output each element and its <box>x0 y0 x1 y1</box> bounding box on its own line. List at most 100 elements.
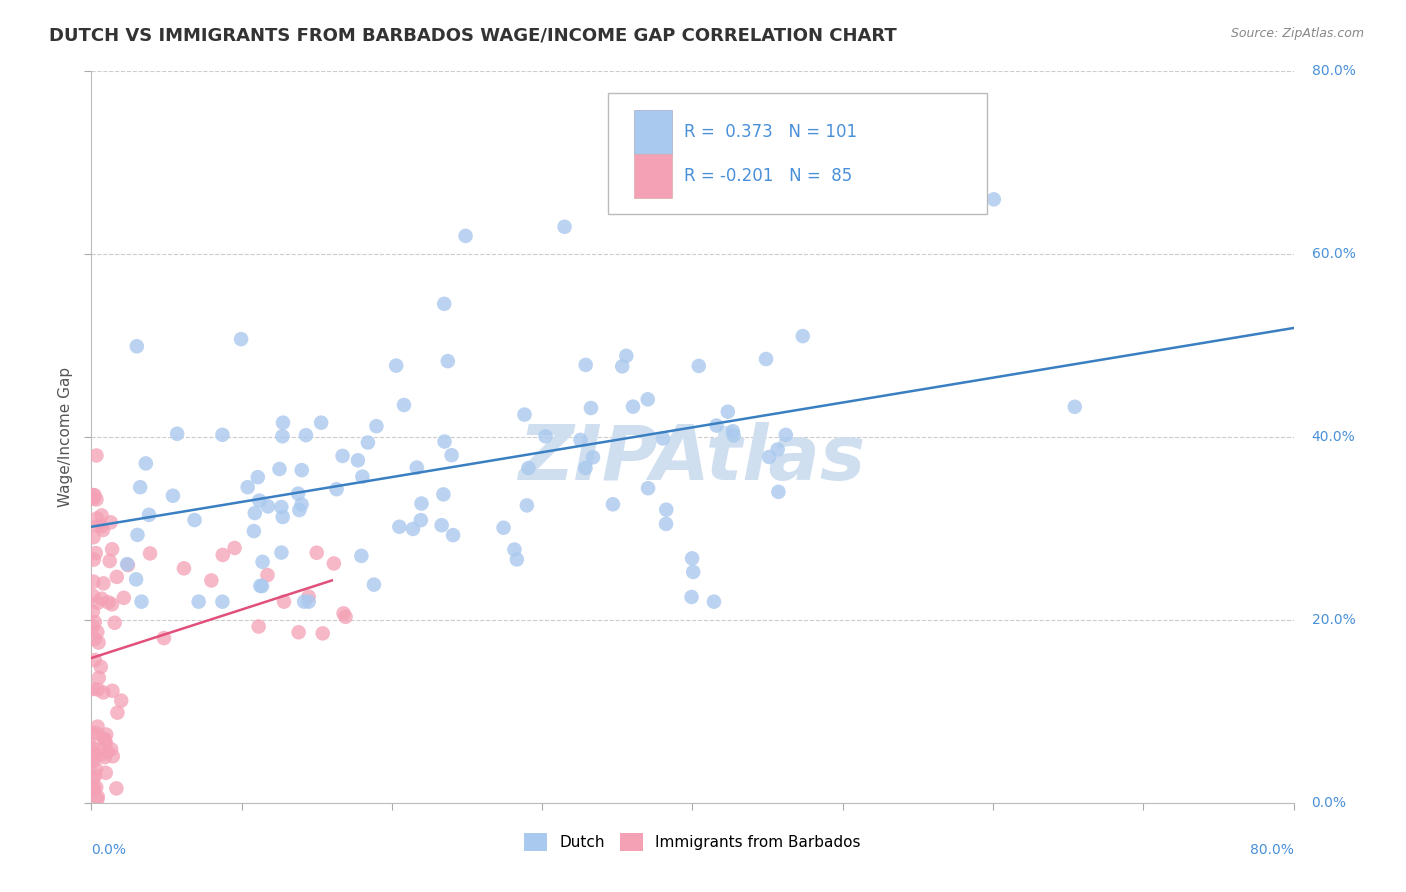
Point <box>271 429 294 443</box>
Point <box>492 521 515 535</box>
Point <box>117 558 139 573</box>
Point <box>554 219 576 234</box>
Point <box>655 502 678 516</box>
Point <box>83 530 105 544</box>
Point <box>173 561 195 575</box>
Point <box>82 754 104 768</box>
Point <box>83 632 105 646</box>
Point <box>409 513 432 527</box>
Point <box>322 557 344 571</box>
Point <box>392 398 415 412</box>
Point <box>363 577 385 591</box>
Point <box>682 565 704 579</box>
Point <box>433 297 456 311</box>
Point <box>243 506 266 520</box>
Point <box>138 508 160 522</box>
Point <box>433 434 456 449</box>
Point <box>775 427 797 442</box>
Point <box>430 518 453 533</box>
Point <box>115 557 138 571</box>
Point <box>257 500 280 514</box>
Point <box>256 568 278 582</box>
Point <box>298 594 321 608</box>
Point <box>295 428 318 442</box>
Point <box>983 192 1005 206</box>
Point <box>569 433 592 447</box>
Point <box>101 598 124 612</box>
Point <box>110 693 132 707</box>
FancyBboxPatch shape <box>634 154 672 197</box>
Text: 0.0%: 0.0% <box>1312 796 1347 810</box>
Point <box>312 626 335 640</box>
Text: 0.0%: 0.0% <box>91 843 127 857</box>
Point <box>97 595 120 609</box>
Point <box>405 460 427 475</box>
Point <box>86 511 108 525</box>
Point <box>441 528 464 542</box>
Point <box>105 570 128 584</box>
Point <box>385 359 408 373</box>
Point <box>90 660 112 674</box>
Point <box>440 448 463 462</box>
Point <box>82 589 104 603</box>
Point <box>82 782 104 797</box>
Point <box>517 461 540 475</box>
Point <box>432 487 454 501</box>
Point <box>291 497 314 511</box>
Point <box>688 359 710 373</box>
Point <box>246 470 269 484</box>
Point <box>96 727 118 741</box>
Point <box>243 524 266 538</box>
Point <box>723 428 745 442</box>
Point <box>94 736 117 750</box>
Point <box>270 500 292 514</box>
Point <box>153 631 176 645</box>
Point <box>717 405 740 419</box>
Text: 40.0%: 40.0% <box>1312 430 1355 444</box>
Point <box>637 481 659 495</box>
FancyBboxPatch shape <box>634 111 672 153</box>
Point <box>107 706 129 720</box>
Point <box>83 615 105 629</box>
Point <box>82 619 104 633</box>
Point <box>86 492 108 507</box>
Point <box>87 682 110 697</box>
Point <box>270 545 292 559</box>
Point <box>87 635 110 649</box>
Point <box>271 510 294 524</box>
Point <box>287 625 309 640</box>
Point <box>574 461 596 475</box>
Point <box>350 549 373 563</box>
Point <box>83 780 105 795</box>
Point <box>516 499 538 513</box>
Point <box>83 552 105 566</box>
Point <box>755 352 778 367</box>
Point <box>273 594 295 608</box>
Point <box>93 731 115 746</box>
Point <box>84 653 107 667</box>
Point <box>357 435 380 450</box>
Point <box>582 450 605 465</box>
Point <box>87 519 110 533</box>
Point <box>758 450 780 464</box>
Point <box>437 354 460 368</box>
Point <box>82 488 104 502</box>
Point <box>402 522 425 536</box>
Point <box>332 607 354 621</box>
Point <box>87 789 110 804</box>
Point <box>98 554 121 568</box>
Point <box>162 489 184 503</box>
Point <box>575 358 598 372</box>
Point <box>269 462 291 476</box>
Point <box>716 128 738 143</box>
Point <box>621 400 644 414</box>
Point <box>579 401 602 415</box>
Point <box>766 442 789 457</box>
Point <box>125 339 148 353</box>
Point <box>87 671 110 685</box>
Point <box>82 491 104 506</box>
Point <box>87 596 110 610</box>
Point <box>93 576 115 591</box>
Point <box>84 780 107 795</box>
Point <box>325 482 347 496</box>
